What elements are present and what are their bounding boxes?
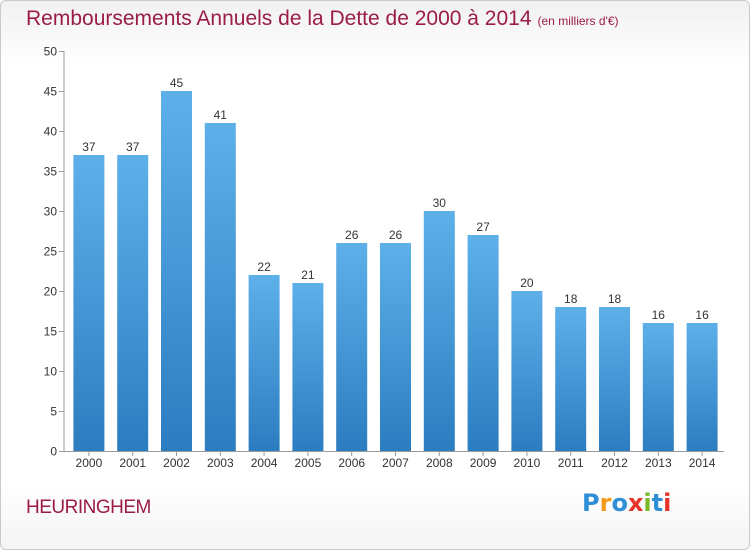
axes: 0 5 10 15 20 25 30 35 40 45 50 2000 2001 2002 2003 2004…: [44, 45, 724, 470]
x-tick-label: 2009: [470, 456, 497, 470]
x-tick-label: 2010: [514, 456, 541, 470]
logo-letter: r: [599, 489, 612, 517]
proxiti-logo: Proxiti: [582, 489, 671, 517]
data-label: 37: [82, 140, 96, 154]
data-label: 18: [564, 292, 578, 306]
data-label: 20: [520, 276, 534, 290]
logo-letter: i: [663, 489, 672, 517]
bar: [73, 155, 105, 451]
bar: [336, 243, 368, 451]
y-tick-label: 10: [44, 365, 58, 379]
x-tick-label: 2006: [338, 456, 365, 470]
y-tick-label: 0: [50, 445, 57, 459]
bar: [511, 291, 543, 451]
y-tick-label: 25: [44, 245, 58, 259]
x-tick-label: 2004: [251, 456, 278, 470]
bar: [467, 235, 499, 451]
data-label: 27: [476, 220, 490, 234]
bar: [204, 123, 236, 451]
bar: [423, 211, 455, 451]
data-label: 16: [695, 308, 709, 322]
bar: [380, 243, 411, 451]
y-tick-label: 30: [44, 205, 58, 219]
bar: [161, 91, 192, 451]
bar: [555, 307, 587, 451]
bar: [599, 307, 630, 451]
x-tick-label: 2008: [426, 456, 453, 470]
logo-letter: i: [643, 489, 652, 517]
bar: [292, 283, 324, 451]
data-labels: 37 37 45 41 22 21 26 26 30 27 20 18 18 16 16: [82, 76, 709, 322]
logo-letter: x: [627, 489, 644, 517]
y-tick-label: 50: [44, 45, 58, 59]
bar: [117, 155, 149, 451]
chart-subtitle: (en milliers d'€): [537, 14, 619, 28]
x-tick-label: 2003: [207, 456, 234, 470]
bar: [686, 323, 718, 451]
bars: [73, 91, 718, 451]
data-label: 41: [214, 108, 228, 122]
x-tick-label: 2000: [76, 456, 103, 470]
chart-title-text: Remboursements Annuels de la Dette de 20…: [26, 7, 532, 30]
data-label: 26: [389, 228, 403, 242]
x-tick-label: 2002: [163, 456, 190, 470]
data-label: 18: [608, 292, 622, 306]
data-label: 26: [345, 228, 359, 242]
data-label: 37: [126, 140, 140, 154]
y-tick-label: 15: [44, 325, 58, 339]
bar: [642, 323, 674, 451]
data-label: 30: [433, 196, 447, 210]
chart-title: Remboursements Annuels de la Dette de 20…: [26, 7, 619, 31]
y-tick-label: 35: [44, 165, 58, 179]
y-tick-label: 20: [44, 285, 58, 299]
logo-letter: t: [651, 489, 664, 517]
bar: [248, 275, 280, 451]
x-tick-label: 2012: [601, 456, 628, 470]
commune-name: HEURINGHEM: [26, 497, 151, 518]
x-tick-label: 2014: [689, 456, 716, 470]
logo-letter: P: [582, 489, 600, 517]
data-label: 21: [301, 268, 315, 282]
data-label: 45: [170, 76, 184, 90]
y-tick-label: 40: [44, 125, 58, 139]
logo-letter: o: [611, 489, 628, 517]
x-tick-label: 2007: [382, 456, 409, 470]
data-label: 22: [257, 260, 271, 274]
x-tick-label: 2001: [119, 456, 146, 470]
x-tick-label: 2013: [645, 456, 672, 470]
x-tick-label: 2005: [295, 456, 322, 470]
x-tick-label: 2011: [558, 456, 584, 470]
y-tick-label: 45: [44, 85, 58, 99]
data-label: 16: [652, 308, 666, 322]
y-tick-label: 5: [50, 405, 57, 419]
